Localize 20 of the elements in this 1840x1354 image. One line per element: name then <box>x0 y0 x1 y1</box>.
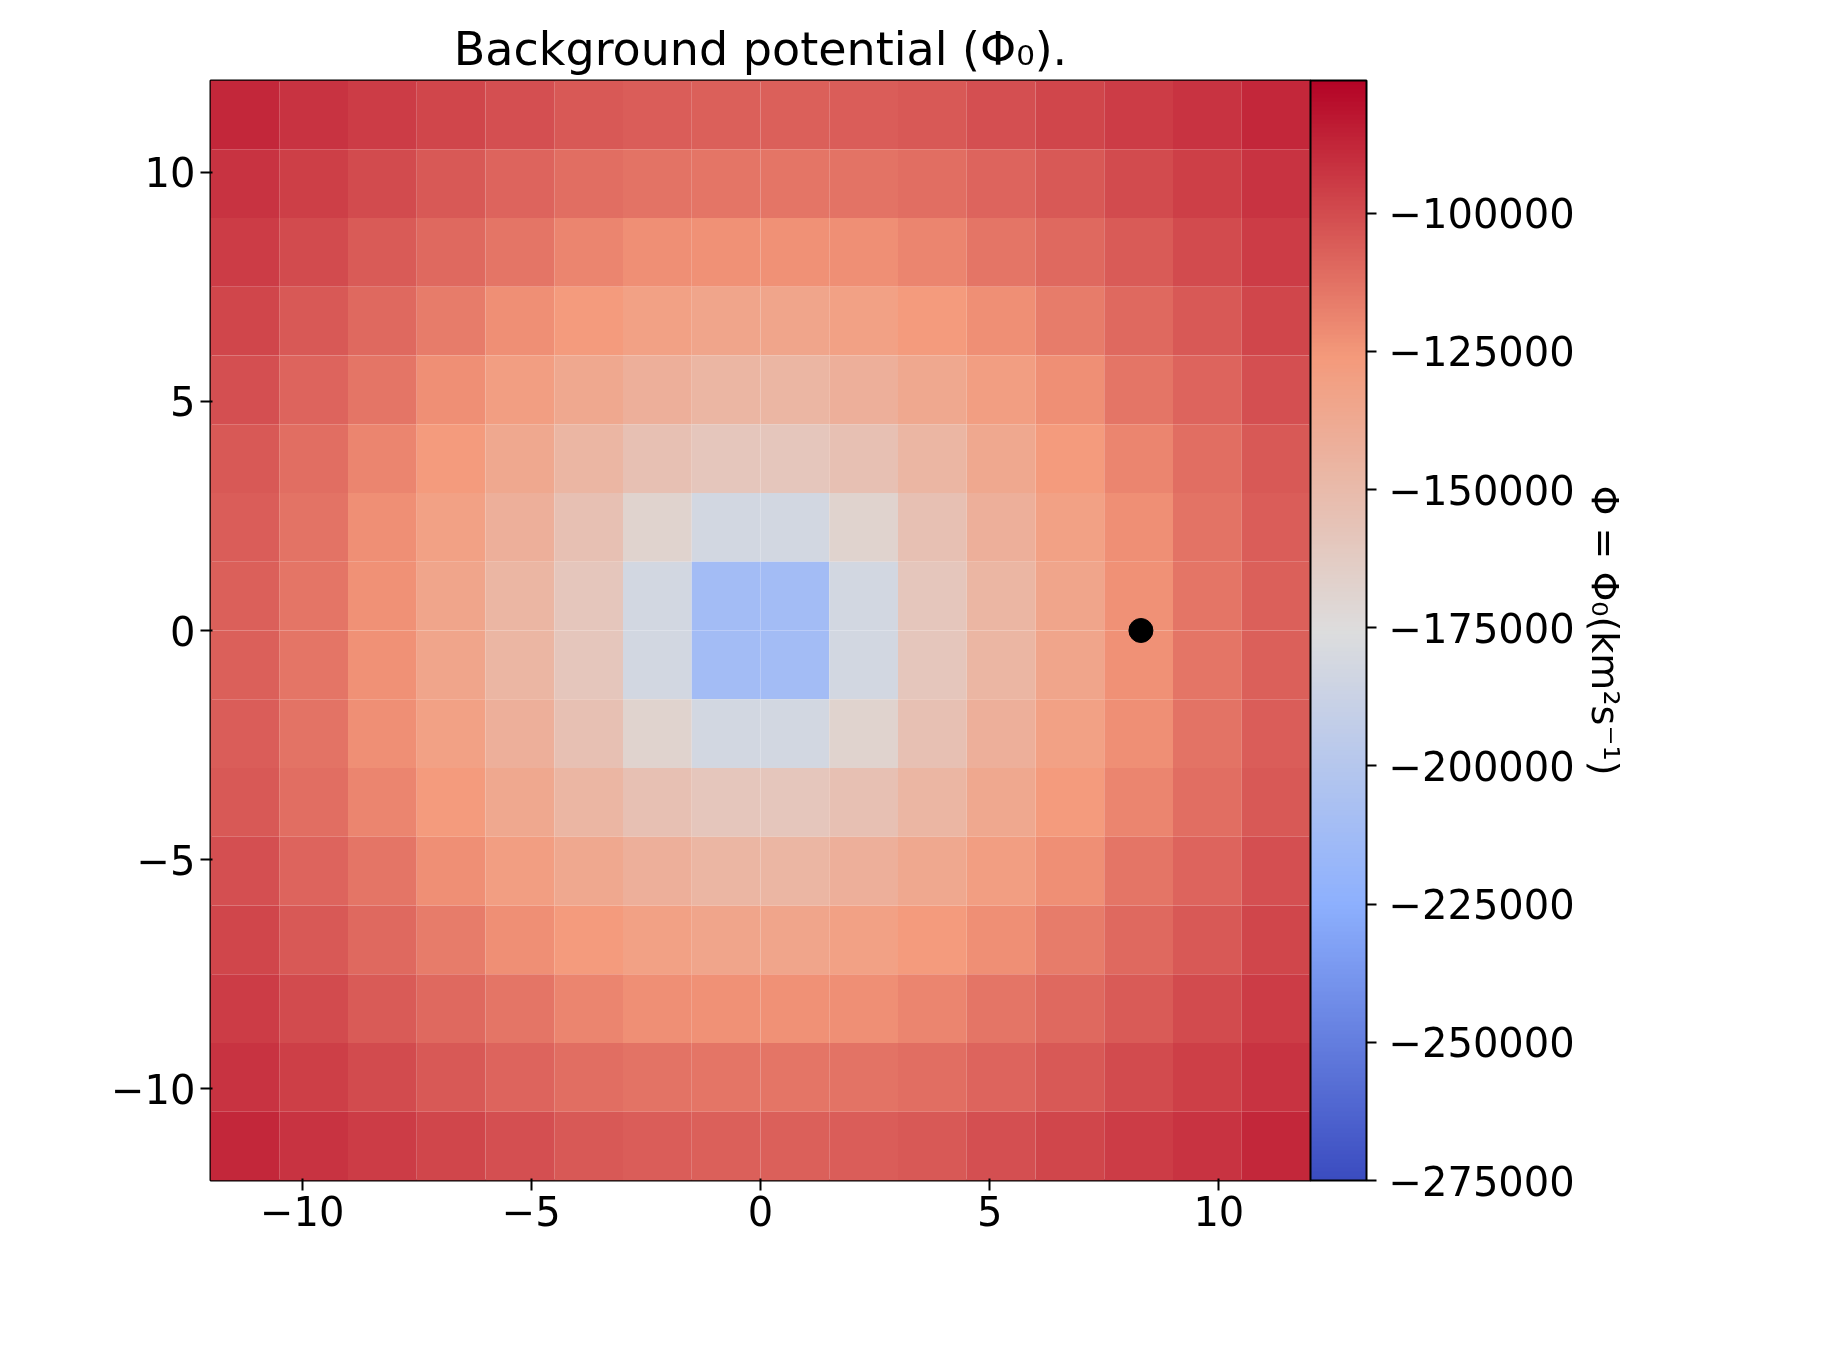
x-tick-label: 10 <box>1193 1188 1245 1235</box>
color-bar-label: −225000 <box>1388 882 1575 929</box>
color-bar-label: −125000 <box>1388 329 1575 376</box>
color-bar-label: −175000 <box>1388 605 1575 652</box>
color-bar-label: −100000 <box>1388 191 1575 238</box>
color-bar-label: −250000 <box>1388 1020 1575 1067</box>
y-tick-label: −5 <box>136 837 196 884</box>
y-tick-label: 0 <box>170 608 196 655</box>
color-bar-label: −150000 <box>1388 467 1575 514</box>
color-bar-label: −200000 <box>1388 743 1575 790</box>
color-bar-title: Φ = Φ₀(km²s⁻¹) <box>1582 485 1627 776</box>
chart-title: Background potential (Φ₀). <box>453 21 1068 76</box>
y-tick-label: 5 <box>170 379 196 426</box>
x-tick-label: −5 <box>501 1188 561 1235</box>
x-tick-label: 5 <box>976 1188 1003 1235</box>
y-tick-label: −10 <box>111 1066 196 1113</box>
x-tick-label: −10 <box>259 1188 345 1235</box>
x-tick-label: 0 <box>747 1188 774 1235</box>
color-bar-label: −275000 <box>1388 1158 1575 1205</box>
y-tick-label: 10 <box>144 150 196 197</box>
